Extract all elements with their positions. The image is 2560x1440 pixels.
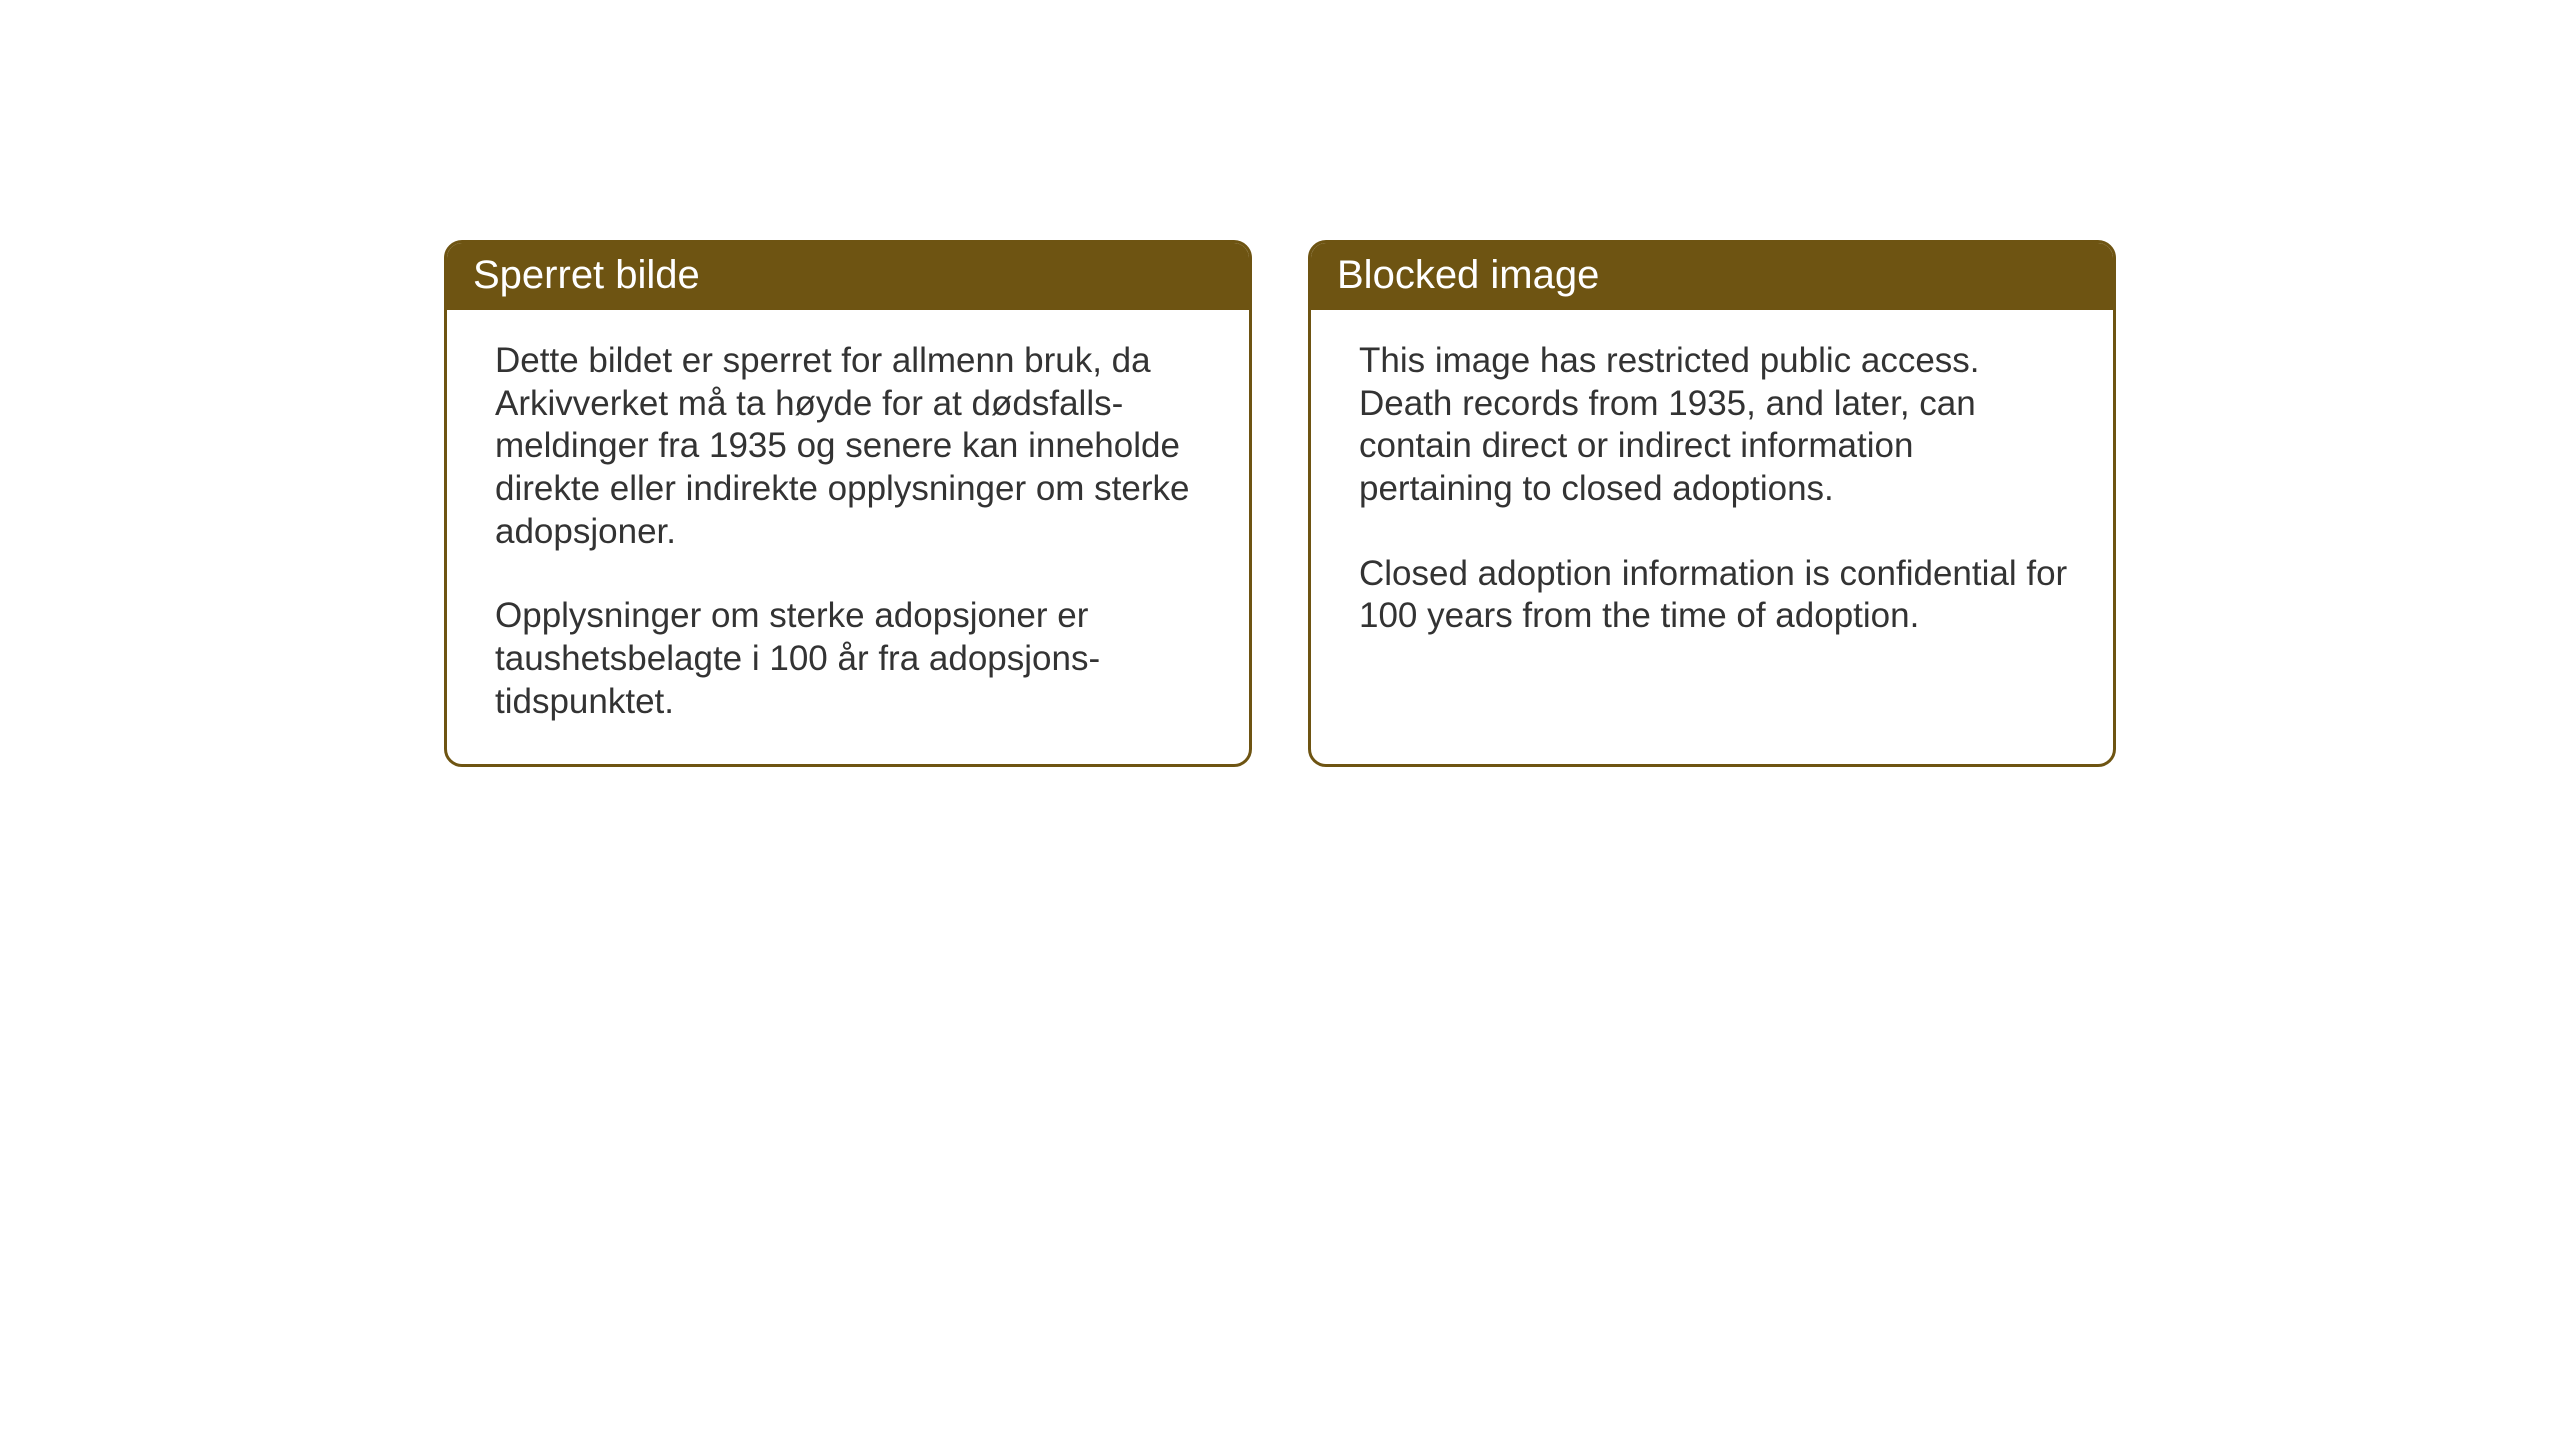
notice-card-english: Blocked image This image has restricted …: [1308, 240, 2116, 767]
notice-card-norwegian: Sperret bilde Dette bildet er sperret fo…: [444, 240, 1252, 767]
notice-paragraph-1-norwegian: Dette bildet er sperret for allmenn bruk…: [495, 340, 1209, 553]
notice-body-norwegian: Dette bildet er sperret for allmenn bruk…: [447, 310, 1249, 764]
notice-paragraph-2-norwegian: Opplysninger om sterke adopsjoner er tau…: [495, 595, 1209, 723]
notice-header-english: Blocked image: [1311, 243, 2113, 310]
notice-container: Sperret bilde Dette bildet er sperret fo…: [0, 0, 2560, 767]
notice-paragraph-1-english: This image has restricted public access.…: [1359, 340, 2073, 511]
notice-header-norwegian: Sperret bilde: [447, 243, 1249, 310]
notice-body-english: This image has restricted public access.…: [1311, 310, 2113, 750]
notice-paragraph-2-english: Closed adoption information is confident…: [1359, 553, 2073, 638]
